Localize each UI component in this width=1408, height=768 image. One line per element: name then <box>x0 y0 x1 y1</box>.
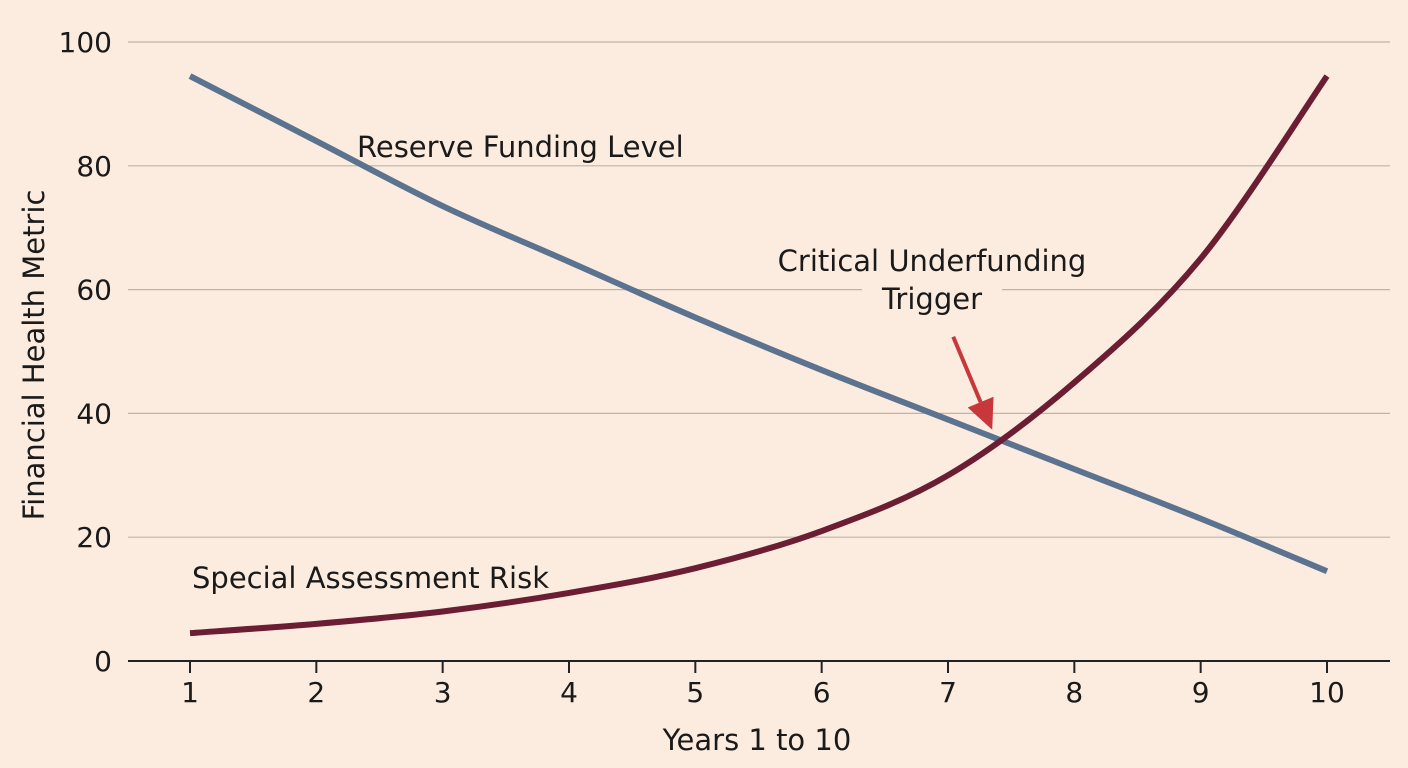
y-axis-title: Financial Health Metric <box>17 190 51 521</box>
x-tick-label-10: 10 <box>1309 676 1345 709</box>
x-tick-label-3: 3 <box>434 676 452 709</box>
annotation-background <box>862 280 1002 314</box>
y-tick-label-80: 80 <box>76 150 112 183</box>
x-tick-label-1: 1 <box>181 676 199 709</box>
series-line-reserve-funding-level <box>188 73 1329 575</box>
x-tick-label-2: 2 <box>307 676 325 709</box>
x-tick-label-8: 8 <box>1065 676 1083 709</box>
series-label-reserve-funding: Reserve Funding Level <box>357 130 684 164</box>
annotation-arrow-shaft <box>951 336 983 403</box>
series-label-special-assessment: Special Assessment Risk <box>192 561 549 595</box>
x-tick-label-6: 6 <box>813 676 831 709</box>
y-tick-label-20: 20 <box>76 521 112 554</box>
annotation-line-2: Trigger <box>881 282 982 316</box>
x-tick-label-7: 7 <box>939 676 957 709</box>
x-axis-title: Years 1 to 10 <box>662 723 852 757</box>
y-tick-label-0: 0 <box>94 645 112 678</box>
grid-lines <box>128 41 1390 662</box>
y-tick-labels: 0 20 40 60 80 100 <box>59 26 112 678</box>
annotation-arrow <box>951 336 994 430</box>
x-tick-labels: 1 2 3 4 5 6 7 8 9 10 <box>181 661 1345 709</box>
y-tick-label-60: 60 <box>76 274 112 307</box>
x-tick-label-5: 5 <box>686 676 704 709</box>
annotation-line-1: Critical Underfunding <box>778 244 1087 278</box>
y-tick-label-40: 40 <box>76 397 112 430</box>
series-line-special-assessment-risk <box>189 74 1330 637</box>
series-lines <box>188 73 1330 637</box>
y-tick-label-100: 100 <box>59 26 112 59</box>
x-tick-label-9: 9 <box>1192 676 1210 709</box>
x-tick-label-4: 4 <box>560 676 578 709</box>
annotation-arrow-head <box>967 396 994 430</box>
